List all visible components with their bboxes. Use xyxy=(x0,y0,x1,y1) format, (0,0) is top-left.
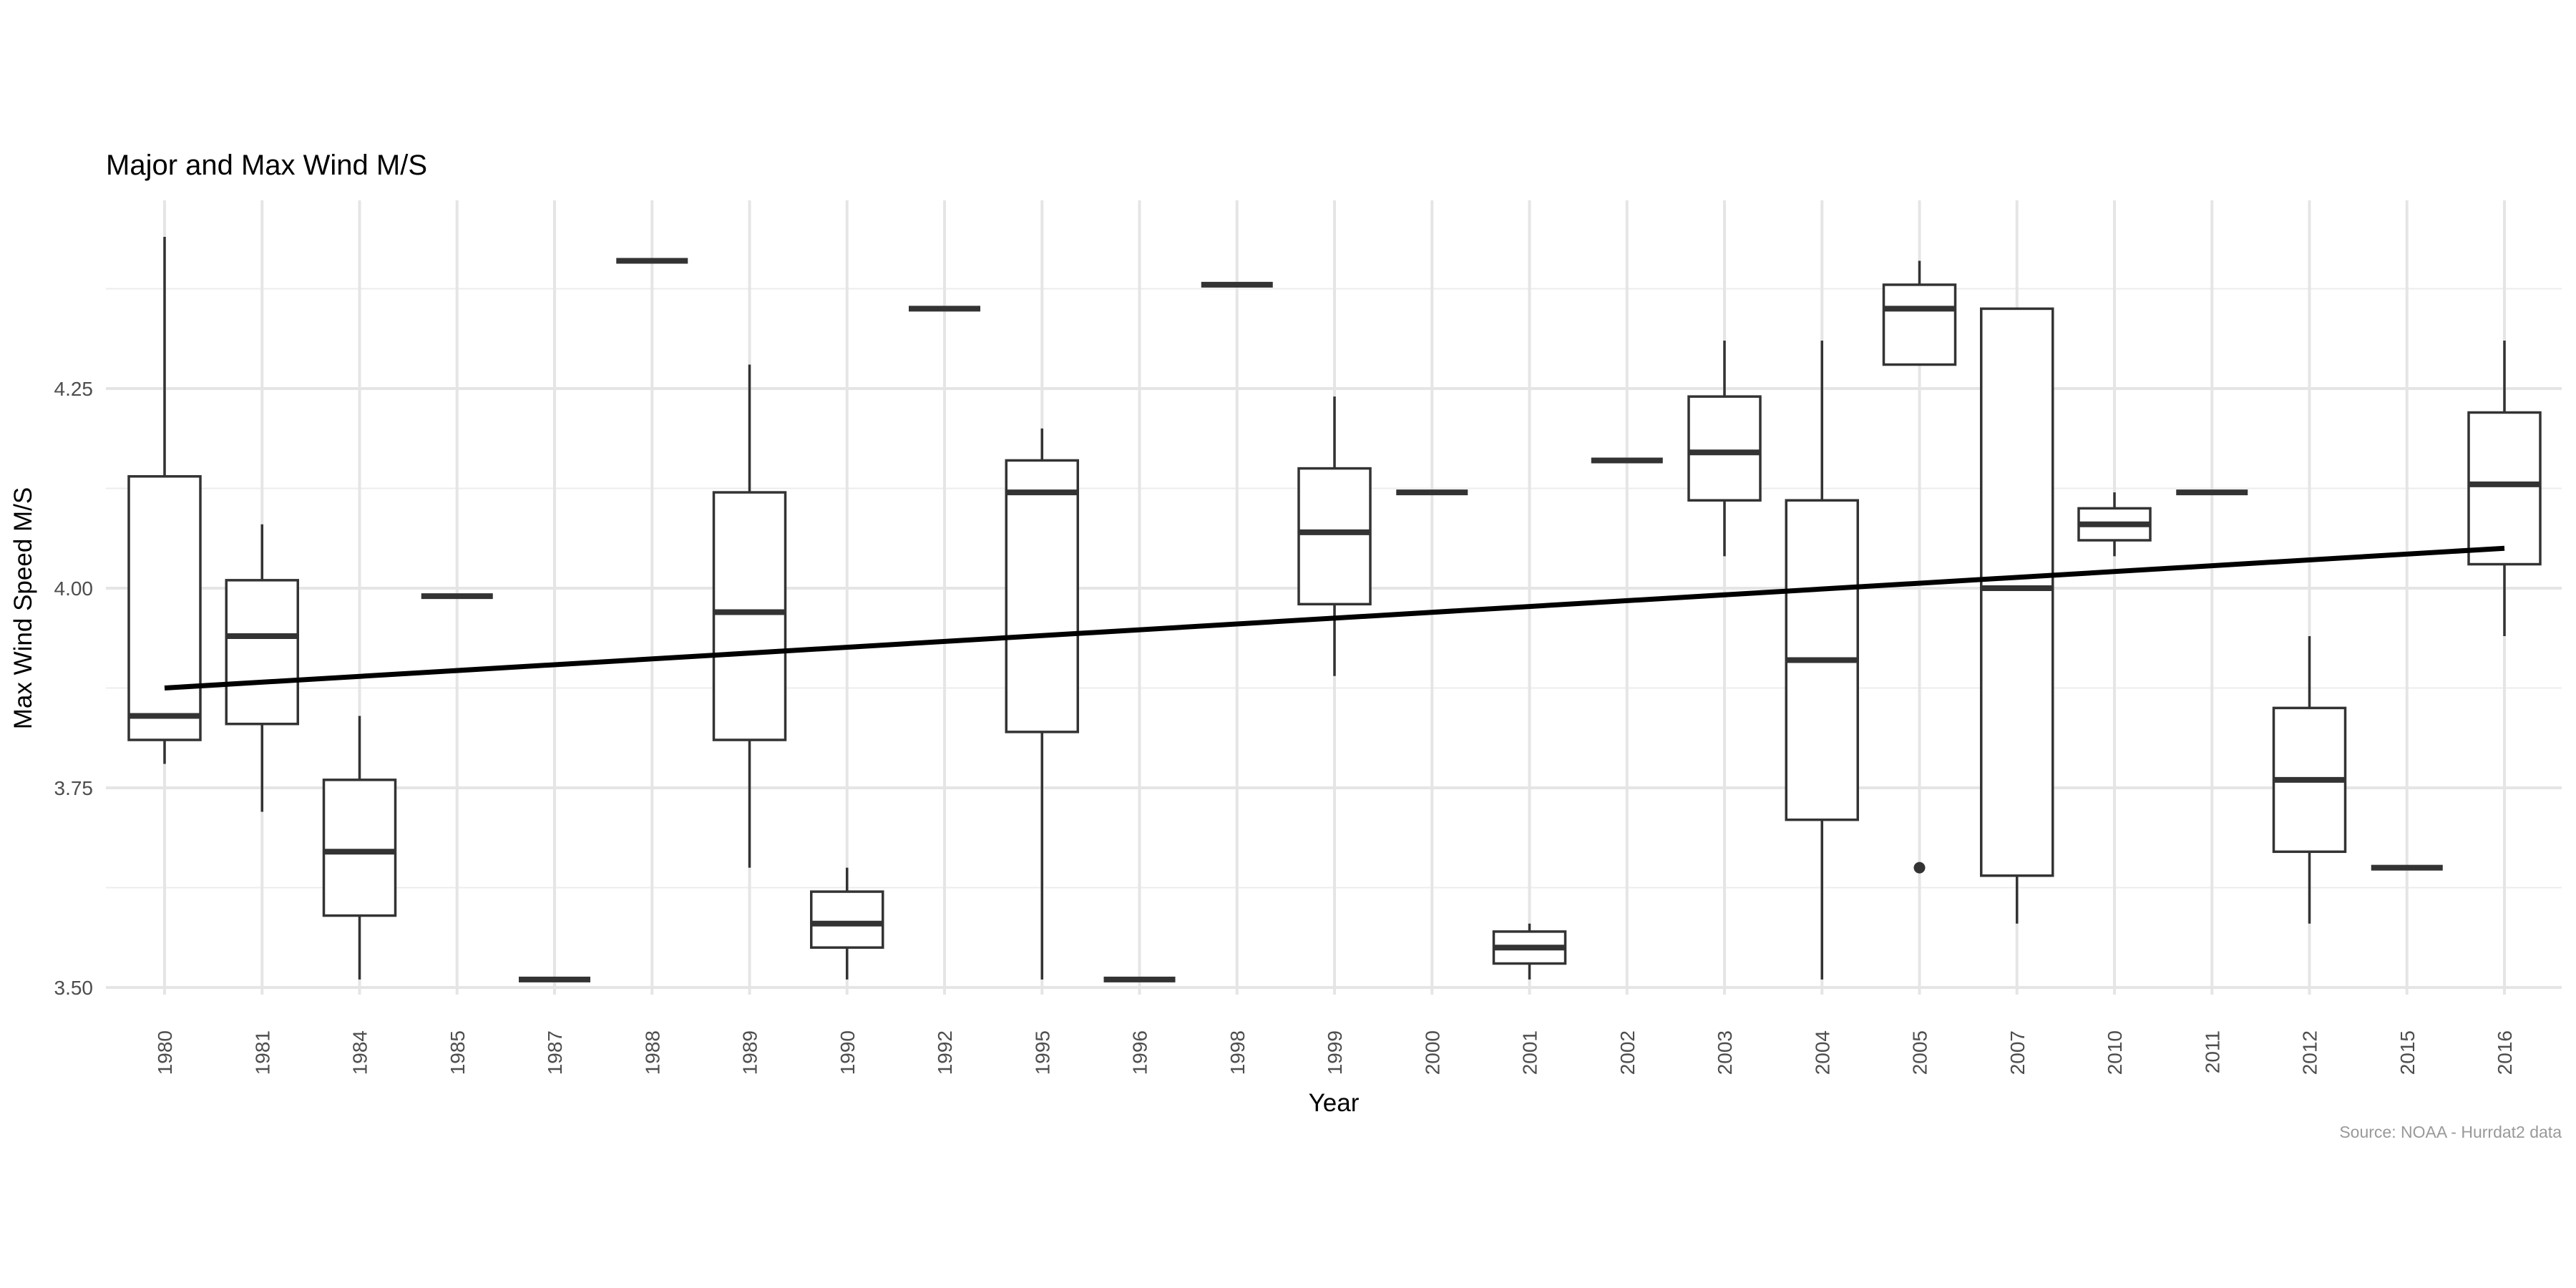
x-tick-label: 2004 xyxy=(1811,1030,1833,1075)
x-tick-label: 1985 xyxy=(447,1030,469,1075)
x-tick-label: 1980 xyxy=(154,1030,176,1075)
x-tick-label: 1996 xyxy=(1129,1030,1151,1075)
x-tick-label: 1989 xyxy=(739,1030,761,1075)
box-1980 xyxy=(127,236,202,764)
x-axis-ticks: 1980 1981 1984 1985 1987 1988 1989 1990 1992 1995… xyxy=(154,1030,2516,1075)
caption: Source: NOAA - Hurrdat2 data xyxy=(2339,1123,2562,1141)
x-tick-label: 2007 xyxy=(2006,1030,2029,1075)
x-tick-label: 2011 xyxy=(2201,1030,2223,1073)
y-axis-ticks: 3.50 3.75 4.00 4.25 xyxy=(54,378,94,999)
box-1999 xyxy=(1297,396,1372,676)
y-tick-label: 4.00 xyxy=(54,577,94,600)
box-iqr xyxy=(1687,395,1762,502)
x-tick-label: 1988 xyxy=(641,1030,663,1075)
box-1981 xyxy=(225,524,299,812)
x-tick-label: 1999 xyxy=(1324,1030,1346,1075)
x-tick-label: 2001 xyxy=(1519,1030,1541,1075)
x-tick-label: 1995 xyxy=(1031,1030,1053,1075)
box-iqr xyxy=(322,779,397,917)
outlier-point xyxy=(1913,862,1926,874)
trend-line-layer xyxy=(164,545,2505,691)
y-tick-label: 4.25 xyxy=(54,378,94,400)
x-tick-label: 1984 xyxy=(349,1030,371,1075)
x-tick-label: 1987 xyxy=(544,1030,566,1075)
box-iqr xyxy=(225,579,299,726)
trend-line xyxy=(164,545,2505,691)
x-tick-label: 2012 xyxy=(2299,1030,2321,1075)
x-axis-title: Year xyxy=(1309,1089,1360,1117)
y-tick-label: 3.75 xyxy=(54,777,94,799)
box-2004 xyxy=(1785,341,1859,980)
box-2005 xyxy=(1882,260,1957,874)
box-iqr xyxy=(712,491,787,741)
box-iqr xyxy=(1882,283,1957,366)
box-1984 xyxy=(322,716,397,980)
y-axis-title: Max Wind Speed M/S xyxy=(9,487,37,729)
box-2001 xyxy=(1492,923,1567,980)
box-iqr xyxy=(1005,459,1079,733)
box-1989 xyxy=(712,364,787,868)
box-iqr xyxy=(1297,467,1372,606)
boxes xyxy=(127,236,2542,982)
x-tick-label: 1990 xyxy=(836,1030,859,1075)
box-2016 xyxy=(2467,341,2542,636)
box-1995 xyxy=(1005,428,1079,980)
x-tick-label: 2002 xyxy=(1616,1030,1639,1075)
box-iqr xyxy=(810,890,884,949)
x-tick-label: 2000 xyxy=(1421,1030,1443,1075)
x-tick-label: 2016 xyxy=(2494,1030,2516,1075)
box-1990 xyxy=(810,867,884,980)
box-2010 xyxy=(2077,492,2152,557)
x-tick-label: 1998 xyxy=(1226,1030,1249,1075)
x-tick-label: 2005 xyxy=(1909,1030,1931,1075)
x-tick-label: 2003 xyxy=(1714,1030,1736,1075)
y-tick-label: 3.50 xyxy=(54,977,94,999)
box-2003 xyxy=(1687,341,1762,557)
box-iqr xyxy=(127,475,202,741)
box-iqr xyxy=(1980,307,2054,877)
box-2012 xyxy=(2272,635,2347,924)
box-2007 xyxy=(1980,307,2054,924)
x-tick-label: 1992 xyxy=(934,1030,956,1075)
x-tick-label: 2015 xyxy=(2396,1030,2419,1075)
chart-title: Major and Max Wind M/S xyxy=(106,150,427,181)
x-tick-label: 1981 xyxy=(251,1030,273,1075)
x-tick-label: 2010 xyxy=(2104,1030,2126,1075)
box-iqr xyxy=(2467,411,2542,566)
